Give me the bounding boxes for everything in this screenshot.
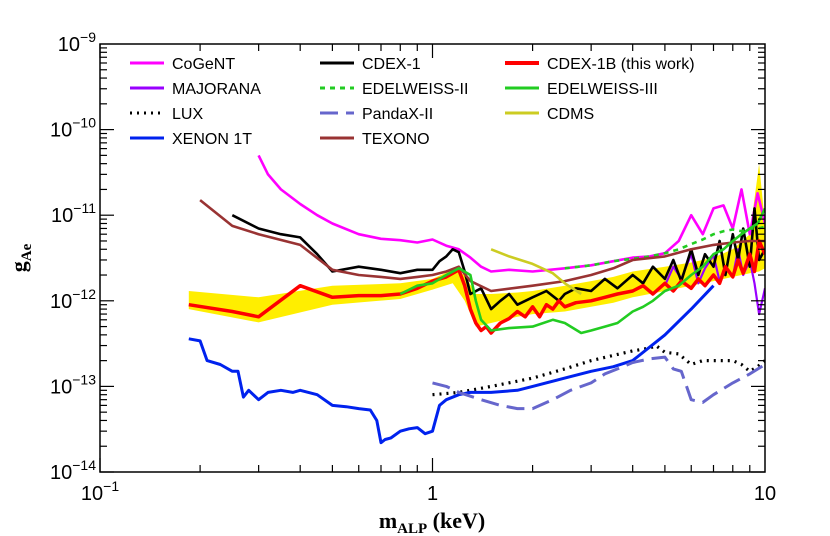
y-tick-label: 10−11 [51, 200, 96, 227]
legend-item-pandax-ii: PandaX-II [320, 106, 433, 123]
legend-label: CoGeNT [172, 56, 235, 73]
x-tick-label: 1 [427, 483, 438, 505]
x-axis-title: mALP (keV) [379, 508, 485, 536]
legend-label: MAJORANA [172, 81, 261, 98]
series-line-pandax-ii [432, 355, 765, 411]
y-tick-labels: 10−14 10−13 10−12 10−11 10−10 10−9 [50, 29, 96, 484]
legend-item-cdex-1: CDEX-1 [320, 56, 421, 73]
series-line-cogent [257, 154, 765, 273]
y-tick-label: 10−14 [50, 457, 96, 484]
legend-item-texono: TEXONO [320, 131, 430, 148]
series-line-xenon-1t [188, 284, 715, 445]
legend-item-cdex-1b-this-work: CDEX-1B (this work) [505, 56, 695, 73]
series-line-edelweiss-iii [399, 207, 765, 335]
legend-label: XENON 1T [172, 131, 252, 148]
y-tick-label: 10−12 [50, 286, 96, 313]
legend-item-cdms: CDMS [505, 106, 594, 123]
legend-item-edelweiss-iii: EDELWEISS-III [505, 81, 658, 98]
legend-label: CDMS [547, 106, 594, 123]
legend-item-majorana: MAJORANA [130, 81, 261, 98]
legend-item-edelweiss-ii: EDELWEISS-II [320, 81, 468, 98]
y-tick-label: 10−9 [58, 29, 96, 56]
y-axis-title: gAe [6, 243, 35, 272]
y-tick-label: 10−13 [50, 371, 96, 398]
legend-item-xenon-1t: XENON 1T [130, 131, 252, 148]
legend-label: TEXONO [362, 131, 430, 148]
series-line-cdms [490, 248, 582, 296]
legend-item-cogent: CoGeNT [130, 56, 235, 73]
x-tick-label: 10−1 [81, 478, 119, 505]
legend-label: EDELWEISS-II [362, 81, 468, 98]
legend-label: LUX [172, 106, 203, 123]
legend-item-lux: LUX [130, 106, 203, 123]
legend-label: PandaX-II [362, 106, 433, 123]
x-tick-labels: 10−1 1 10 [81, 478, 776, 505]
y-tick-label: 10−10 [50, 115, 96, 142]
legend-label: EDELWEISS-III [547, 81, 658, 98]
axis-ticks [99, 44, 765, 473]
series-layer [188, 154, 765, 445]
legend: CoGeNT CDEX-1 CDEX-1B (this work) MAJORANA E… [130, 56, 695, 148]
legend-label: CDEX-1B (this work) [547, 56, 695, 73]
x-tick-label: 10 [754, 483, 776, 505]
legend-label: CDEX-1 [362, 56, 421, 73]
